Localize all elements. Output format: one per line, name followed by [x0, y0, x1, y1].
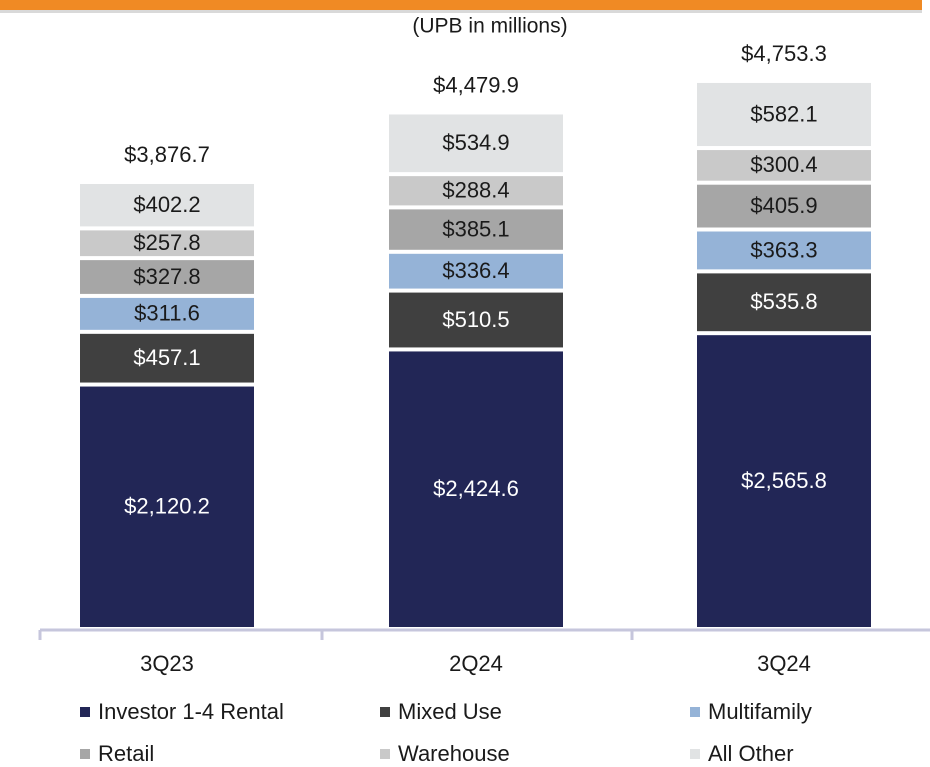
header-shadow — [0, 10, 922, 13]
bar-segment — [80, 333, 254, 383]
bar-segment — [697, 335, 871, 627]
value-label: $582.1 — [750, 101, 817, 126]
value-label: $510.5 — [442, 307, 509, 332]
value-label: $385.1 — [442, 216, 509, 241]
value-label: $457.1 — [133, 345, 200, 370]
legend-swatch — [690, 707, 700, 717]
value-label: $288.4 — [442, 178, 509, 203]
legend-swatch — [80, 749, 90, 759]
bar-segment — [80, 260, 254, 294]
total-label: $4,479.9 — [433, 72, 519, 97]
bar-segment — [697, 82, 871, 147]
legend-label: All Other — [708, 741, 794, 766]
header-rule — [0, 0, 922, 10]
legend-label: Investor 1-4 Rental — [98, 699, 284, 724]
legend-swatch — [80, 707, 90, 717]
value-label: $300.4 — [750, 152, 817, 177]
bar-segment — [80, 184, 254, 227]
chart-subtitle: (UPB in millions) — [412, 15, 567, 38]
total-label: $4,753.3 — [741, 41, 827, 66]
legend-label: Multifamily — [708, 699, 812, 724]
value-label: $402.2 — [133, 192, 200, 217]
bar-segment — [389, 292, 563, 348]
value-label: $311.6 — [134, 301, 200, 326]
total-label: $3,876.7 — [124, 142, 210, 167]
legend-label: Retail — [98, 741, 154, 766]
bar-segment — [697, 231, 871, 270]
value-label: $336.4 — [442, 258, 509, 283]
value-label: $2,424.6 — [433, 476, 519, 501]
bar-segment — [389, 351, 563, 627]
value-label: $327.8 — [133, 264, 200, 289]
legend-label: Warehouse — [398, 741, 510, 766]
legend-label: Mixed Use — [398, 699, 502, 724]
x-tick-label: 3Q23 — [140, 651, 194, 676]
value-label: $535.8 — [750, 289, 817, 314]
value-label: $534.9 — [442, 130, 509, 155]
bar-segment — [80, 386, 254, 627]
legend-swatch — [690, 749, 700, 759]
value-label: $2,565.8 — [741, 468, 827, 493]
bar-segment — [80, 297, 254, 330]
bar-segment — [697, 150, 871, 181]
bar-segment — [80, 230, 254, 257]
value-label: $363.3 — [750, 237, 817, 262]
bar-segment — [389, 176, 563, 206]
value-label: $2,120.2 — [124, 494, 210, 519]
bar-segment — [389, 209, 563, 250]
bar-segment — [389, 253, 563, 289]
bar-segment — [697, 184, 871, 228]
x-tick-label: 2Q24 — [449, 651, 503, 676]
value-label: $257.8 — [133, 230, 200, 255]
bar-segment — [697, 273, 871, 332]
legend-swatch — [380, 749, 390, 759]
bar-segment — [389, 114, 563, 173]
legend-swatch — [380, 707, 390, 717]
value-label: $405.9 — [750, 193, 817, 218]
x-tick-label: 3Q24 — [757, 651, 811, 676]
